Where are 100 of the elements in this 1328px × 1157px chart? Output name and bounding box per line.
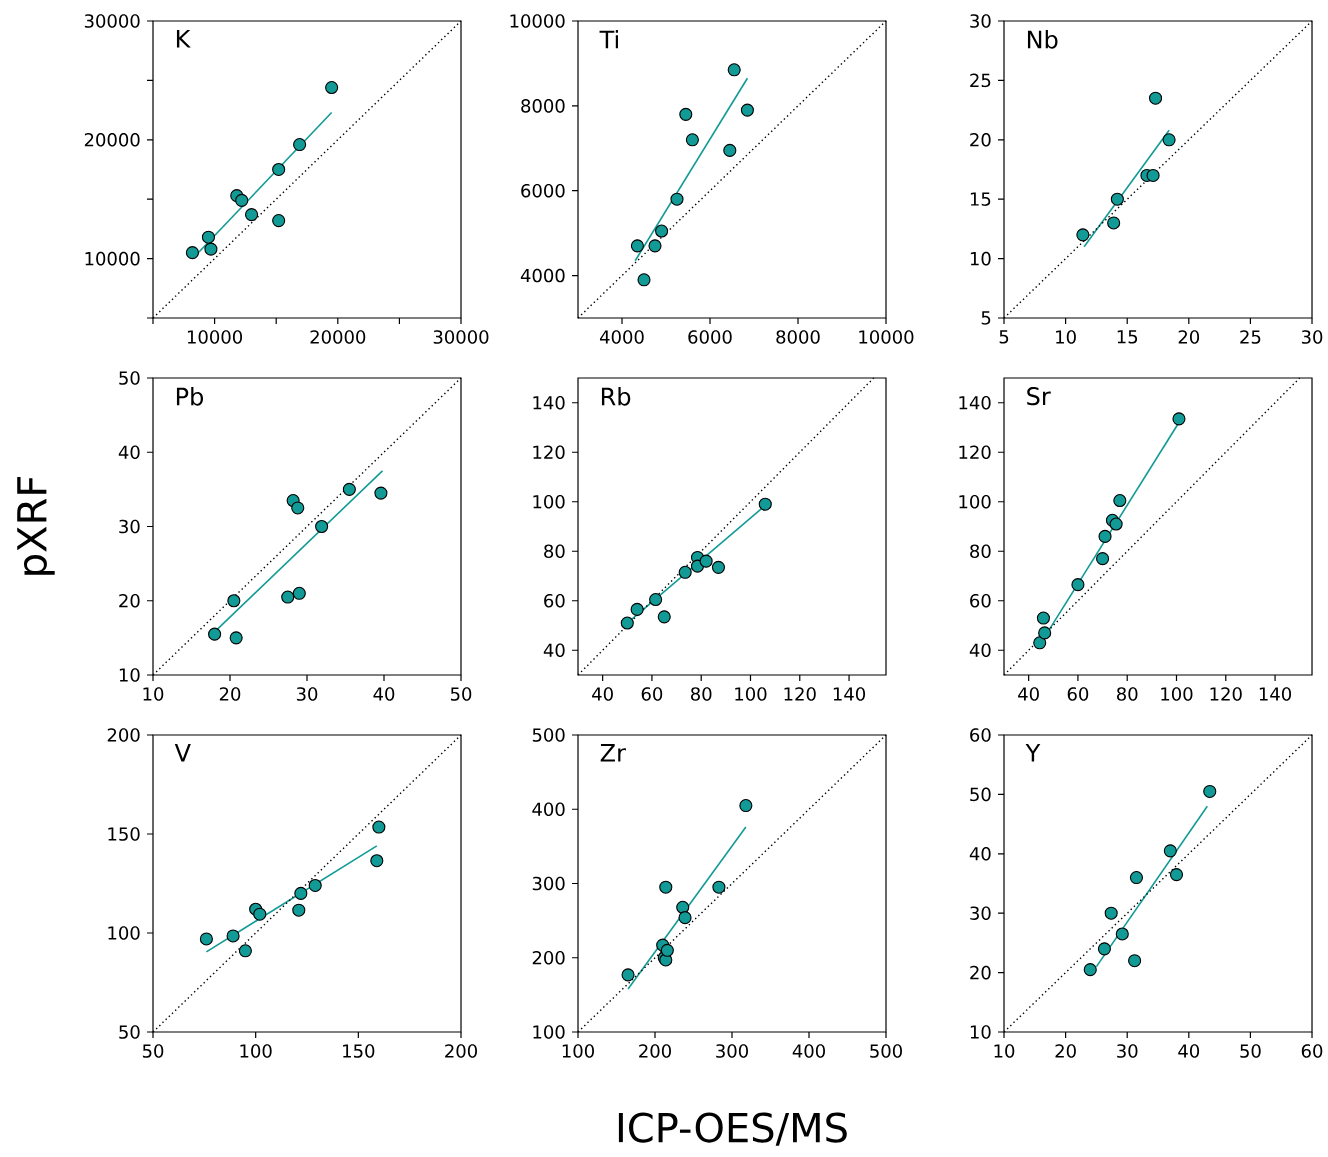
y-tick-label: 80 (544, 544, 565, 559)
x-tick-label: 40 (1178, 1044, 1200, 1058)
chart-title: Ti (599, 30, 618, 49)
point (292, 586, 306, 600)
y-tick-label: 30 (970, 906, 991, 920)
x-tick-label: 50 (1240, 1044, 1261, 1058)
point (655, 224, 669, 238)
x-tick-label: 20 (1178, 330, 1200, 344)
point (699, 554, 713, 568)
point (342, 482, 356, 496)
point (1038, 626, 1052, 640)
point (1115, 927, 1129, 941)
x-tick-label: 40 (1018, 687, 1039, 701)
x-tick-label: 30000 (433, 330, 489, 344)
y-tick-label: 15 (970, 192, 991, 206)
x-tick-label: 150 (343, 1044, 375, 1058)
point (630, 239, 644, 253)
point (1104, 906, 1118, 920)
point (678, 911, 692, 925)
x-tick-label: 8000 (776, 330, 820, 344)
point (201, 230, 215, 244)
x-tick-label: 200 (445, 1044, 477, 1058)
x-tick-label: 200 (639, 1044, 671, 1058)
point (185, 246, 199, 260)
y-tick-label: 10000 (85, 251, 140, 266)
chart-title: Zr (600, 744, 626, 762)
y-tick-label: 200 (107, 728, 140, 742)
point (272, 214, 286, 228)
y-tick-label: 20000 (84, 132, 140, 147)
point (245, 208, 259, 222)
y-tick-label: 40 (969, 846, 991, 861)
point (1098, 529, 1112, 543)
point (1096, 552, 1110, 566)
point (1162, 133, 1176, 147)
x-tick-label: 140 (1259, 687, 1292, 701)
chart-title: K (176, 30, 191, 48)
point (649, 592, 663, 607)
y-tick-label: 100 (533, 494, 565, 509)
point (1129, 871, 1143, 885)
point (712, 880, 726, 894)
y-tick-label: 80 (970, 544, 991, 559)
x-tick-label: 10 (1056, 330, 1076, 344)
y-tick-label: 10 (970, 251, 991, 266)
y-tick-label: 300 (532, 876, 565, 891)
point (657, 610, 671, 624)
x-tick-label: 500 (870, 1044, 902, 1058)
y-tick-label: 4000 (520, 268, 565, 283)
x-tick-label: 100 (735, 687, 767, 701)
point (711, 560, 726, 574)
y-tick-label: 8000 (521, 99, 565, 113)
y-tick-label: 50 (119, 371, 140, 385)
point (678, 565, 692, 579)
y-tick-label: 50 (970, 787, 991, 802)
point (727, 63, 741, 77)
point (660, 943, 674, 957)
x-tick-label: 20000 (310, 330, 366, 344)
x-tick-label: 80 (690, 687, 712, 701)
point (308, 878, 322, 893)
point (723, 143, 737, 157)
x-tick-label: 50 (450, 687, 472, 701)
x-tick-label: 6000 (688, 330, 732, 344)
point (1033, 636, 1047, 650)
y-tick-label: 6000 (521, 183, 565, 198)
point (1203, 784, 1217, 798)
point (637, 273, 651, 287)
y-tick-label: 40 (543, 643, 565, 658)
y-tick-label: 400 (532, 802, 565, 817)
point (1083, 963, 1097, 977)
point (199, 932, 213, 946)
chart-title: Y (1025, 744, 1041, 762)
x-tick-label: 120 (784, 687, 816, 701)
x-tick-label: 10000 (859, 330, 914, 344)
point (293, 137, 307, 152)
chart-title: Sr (1027, 387, 1051, 406)
x-tick-label: 10 (994, 1044, 1015, 1058)
x-tick-label: 100 (562, 1044, 594, 1058)
y-tick-label: 30000 (84, 14, 140, 28)
chart-title: Nb (1027, 30, 1058, 49)
y-tick-label: 40 (969, 643, 991, 658)
point (372, 820, 386, 834)
y-tick-label: 50 (119, 1025, 140, 1039)
y-tick-label: 10 (119, 668, 140, 682)
point (739, 798, 753, 813)
y-tick-label: 60 (970, 593, 991, 608)
y-tick-label: 60 (970, 728, 991, 742)
y-tick-label: 20 (970, 965, 991, 980)
point (281, 590, 295, 604)
x-tick-label: 4000 (599, 330, 644, 344)
y-tick-label: 40 (118, 445, 140, 460)
point (294, 886, 308, 900)
point (758, 497, 772, 511)
x-tick-label: 20 (1055, 1044, 1076, 1058)
y-tick-label: 140 (959, 395, 991, 410)
y-tick-label: 120 (959, 445, 991, 460)
x-tick-label: 60 (641, 687, 663, 701)
x-tick-label: 140 (833, 687, 866, 701)
y-tick-label: 150 (108, 827, 140, 841)
x-tick-label: 20 (219, 687, 241, 701)
point (204, 242, 218, 256)
point (1110, 192, 1124, 206)
